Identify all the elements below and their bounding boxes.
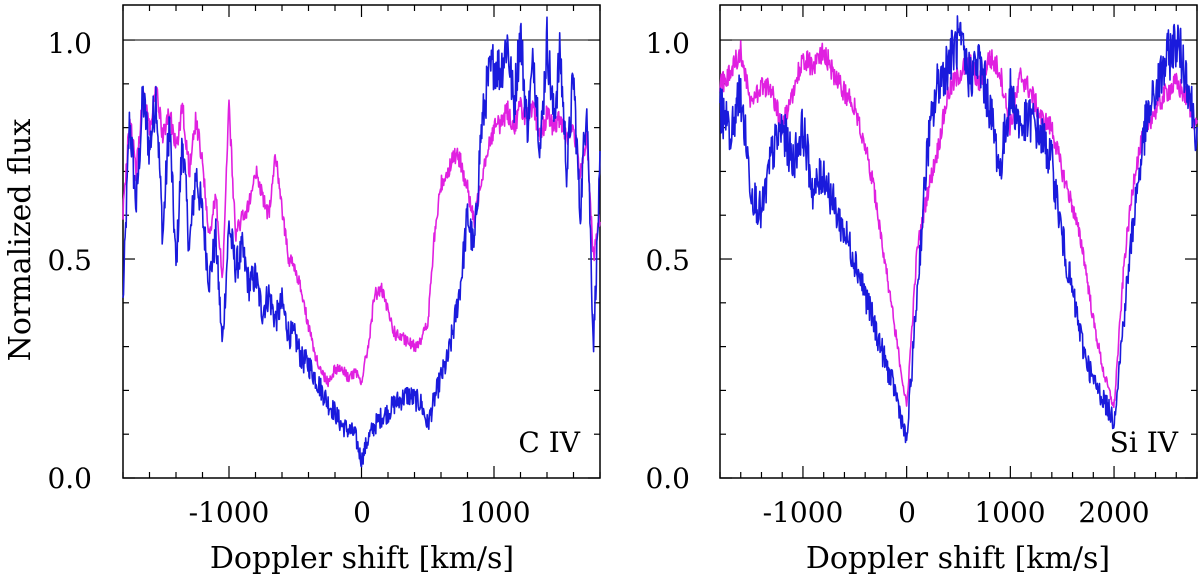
panel-civ-xtick-label: -1000 bbox=[189, 496, 270, 529]
panel-siiv-ytick-label: 0.5 bbox=[645, 244, 690, 277]
panel-siiv-xtick-label: 0 bbox=[898, 496, 916, 529]
panel-siiv-frame bbox=[719, 4, 1198, 479]
panel-siiv-xtick-label: -1000 bbox=[763, 496, 844, 529]
panel-civ-series-magenta bbox=[122, 86, 601, 388]
panel-civ-x-axis-label: Doppler shift [km/s] bbox=[210, 541, 514, 576]
panel-civ-series-blue bbox=[122, 16, 601, 468]
panel-siiv-ion-label: Si IV bbox=[1110, 426, 1179, 459]
panel-civ-ion-label: C IV bbox=[518, 426, 580, 459]
panel-civ-ytick-label: 0.0 bbox=[47, 462, 92, 495]
panel-siiv-series-blue bbox=[719, 15, 1198, 444]
y-axis-label: Normalized flux bbox=[3, 119, 38, 362]
panel-civ-frame bbox=[122, 4, 601, 479]
panel-siiv-ytick-label: 1.0 bbox=[645, 27, 690, 60]
panel-siiv-xtick-label: 1000 bbox=[974, 496, 1045, 529]
panel-siiv-series-magenta bbox=[719, 40, 1198, 409]
panel-siiv-x-axis-label: Doppler shift [km/s] bbox=[806, 541, 1110, 576]
panel-civ-ytick-label: 0.5 bbox=[47, 244, 92, 277]
panel-civ-ytick-label: 1.0 bbox=[47, 27, 92, 60]
panel-civ: 0.0 0.5 1.0 -1000 0 1000 Doppler shift [… bbox=[47, 4, 601, 576]
panel-civ-xtick-label: 0 bbox=[353, 496, 371, 529]
panel-siiv: 0.0 0.5 1.0 -1000 0 1000 2000 Doppler sh… bbox=[645, 4, 1198, 576]
panel-siiv-xtick-label: 2000 bbox=[1078, 496, 1149, 529]
panel-civ-xtick-label: 1000 bbox=[459, 496, 530, 529]
panel-siiv-ytick-label: 0.0 bbox=[645, 462, 690, 495]
